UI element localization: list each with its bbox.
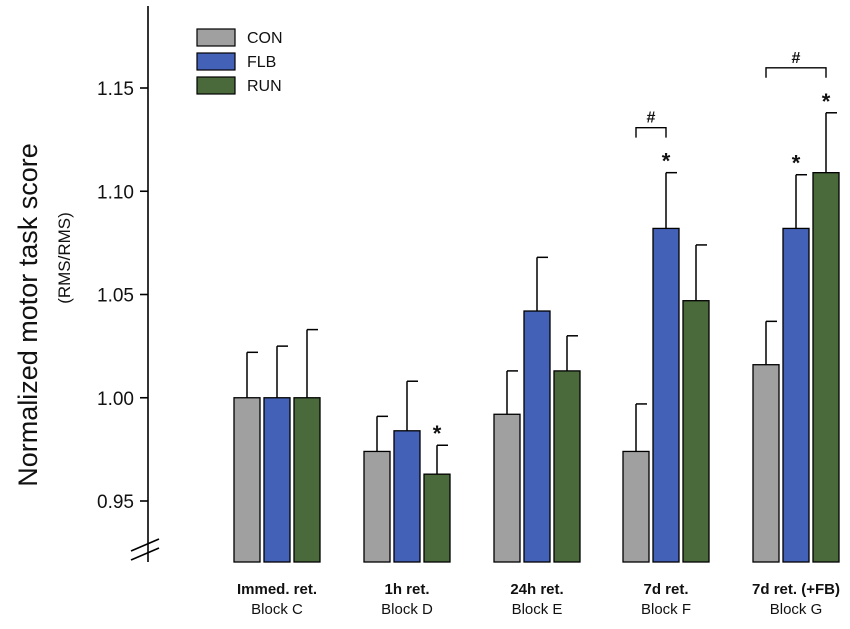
bar-run [812,172,840,563]
bar-con [233,397,261,563]
legend-swatch-flb [196,52,236,71]
group-sublabel: Block E [512,601,563,618]
bar-flb [263,397,291,563]
bar-con [363,450,391,563]
bar-flb [523,310,551,563]
significance-bracket [635,126,667,138]
axis-layer: 0.95 1.00 1.05 1.10 1.15 [97,6,160,562]
legend-label-run: RUN [247,78,282,95]
group-label: 7d ret. (+FB) [752,581,840,598]
significance-star: * [433,421,442,446]
group-sublabel: Block F [641,601,691,618]
bar-run [553,370,581,563]
bar-con [493,413,521,563]
legend: CON FLB RUN [196,28,283,95]
axis-break-mark [130,547,160,561]
group-sublabel: Block C [251,601,303,618]
group-label: 7d ret. [643,581,688,598]
legend-swatch-run [196,76,236,95]
significance-hash: # [792,50,801,67]
group-label: 24h ret. [510,581,563,598]
legend-label-con: CON [247,30,283,47]
label-layer: Normalized motor task score (RMS/RMS) Imme… [13,143,840,618]
group-label: Immed. ret. [237,581,317,598]
y-tick-label: 1.10 [97,182,134,203]
y-axis-label: Normalized motor task score [13,143,43,487]
bar-run [293,397,321,563]
significance-bracket [765,67,827,78]
significance-hash: # [647,110,656,127]
bar-run [682,300,710,563]
group-sublabel: Block D [381,601,433,618]
significance-star: * [792,151,801,176]
y-tick-label: 0.95 [97,492,134,513]
group-sublabel: Block G [770,601,823,618]
significance-star: * [822,89,831,114]
bar-layer [233,112,840,563]
y-tick-label: 1.00 [97,389,134,410]
bar-flb [782,227,810,563]
bar-con [622,450,650,563]
bar-flb [393,430,421,563]
annotation-layer: * * * * # # [433,50,831,446]
group-label: 1h ret. [384,581,429,598]
legend-label-flb: FLB [247,54,276,71]
significance-star: * [662,149,671,174]
y-tick-label: 1.05 [97,286,134,307]
bar-flb [652,227,680,563]
axis-break-mark [130,538,160,552]
bar-run [423,473,451,563]
bar-con [752,364,780,563]
y-axis-sublabel: (RMS/RMS) [55,212,74,304]
legend-swatch-con [196,28,236,47]
y-tick-label: 1.15 [97,79,134,100]
